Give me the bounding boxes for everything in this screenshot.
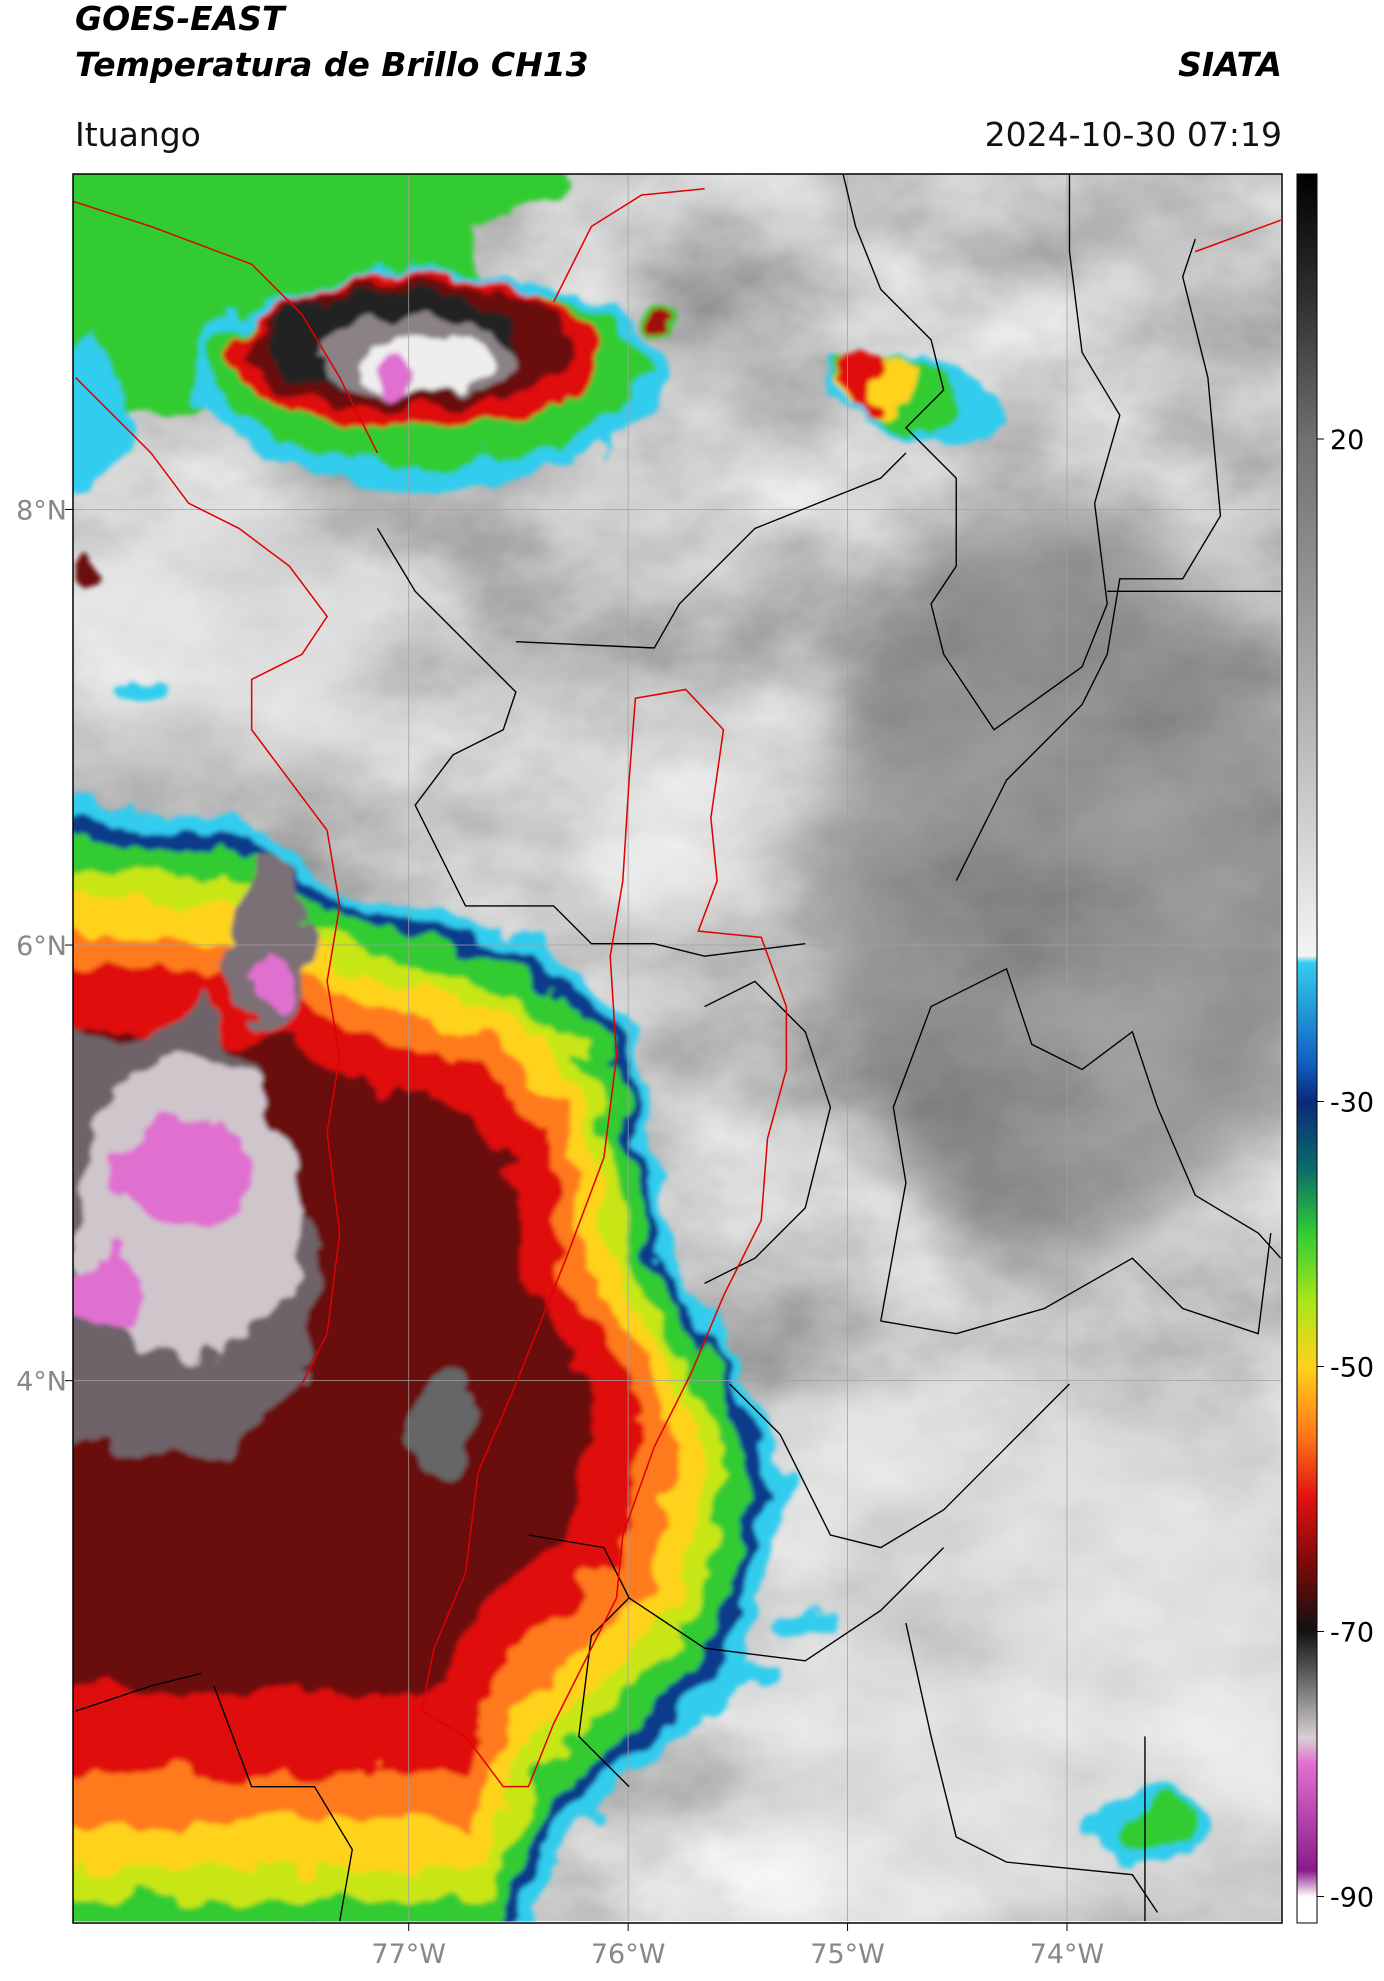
storm (75, 1258, 139, 1334)
cloud-shade (72, 503, 1281, 1922)
cloud-shade (72, 515, 390, 793)
boundary-line (74, 376, 341, 1385)
y-tick-label: 6°N (16, 931, 67, 962)
x-tick-label: 74°W (1030, 1939, 1105, 1970)
storm (846, 346, 885, 409)
border-line (213, 1685, 354, 1922)
x-tick-label: 75°W (810, 1939, 885, 1970)
storm (72, 339, 126, 491)
boundary-line (420, 688, 788, 1788)
x-tick-label: 77°W (371, 1939, 446, 1970)
storm (176, 173, 579, 227)
source: SIATA (1178, 45, 1282, 84)
storm (1122, 1799, 1193, 1845)
storm (381, 352, 412, 398)
grid (72, 173, 1281, 1922)
cloud-shade (817, 503, 1281, 1259)
cloud-shade (572, 742, 749, 969)
border-line (376, 528, 806, 957)
boundary-line (552, 187, 705, 303)
border-line (528, 1534, 630, 1788)
border-line (628, 1547, 945, 1662)
map-frame (72, 173, 1283, 1924)
storm (358, 339, 485, 396)
border-line (729, 1383, 1070, 1549)
boundary-line (72, 200, 379, 454)
subtitle: Temperatura de Brillo CH13 (75, 45, 589, 84)
border-line (515, 452, 907, 649)
colorbar-tick-label: -90 (1330, 1883, 1374, 1914)
storm (72, 173, 1208, 1922)
border-line (75, 1672, 202, 1712)
title: GOES-EAST (75, 0, 287, 38)
border-line (880, 1232, 1272, 1335)
boundary-line (1195, 219, 1281, 253)
satellite-image (72, 173, 1281, 1922)
colorbar-tick-label: -50 (1330, 1353, 1374, 1384)
storm (261, 951, 297, 1012)
colorbar-tick-label: 20 (1330, 425, 1364, 456)
datetime: 2024-10-30 07:19 (985, 115, 1282, 154)
y-tick-label: 4°N (16, 1367, 67, 1398)
colorbar-tick-label: -30 (1330, 1088, 1374, 1119)
border-line (704, 980, 832, 1284)
colorbar (1296, 173, 1318, 1924)
storm (415, 1365, 479, 1479)
satellite-image (72, 173, 1281, 1922)
border-line (905, 1622, 1159, 1913)
boundary-line (72, 187, 1281, 1788)
border-line (842, 173, 1121, 731)
storm (655, 310, 674, 331)
storm (786, 1610, 850, 1636)
y-tick-label: 8°N (16, 495, 67, 526)
colorbar-tick-label: -70 (1330, 1618, 1374, 1649)
border-line (75, 173, 1281, 1922)
border-line (955, 238, 1222, 882)
storm (113, 1113, 252, 1227)
location: Ituango (75, 115, 201, 154)
cloud-shade (754, 1396, 1281, 1922)
x-tick-label: 76°W (591, 1939, 666, 1970)
storm (106, 670, 170, 701)
storm (72, 561, 99, 602)
border-line (880, 967, 1281, 1322)
